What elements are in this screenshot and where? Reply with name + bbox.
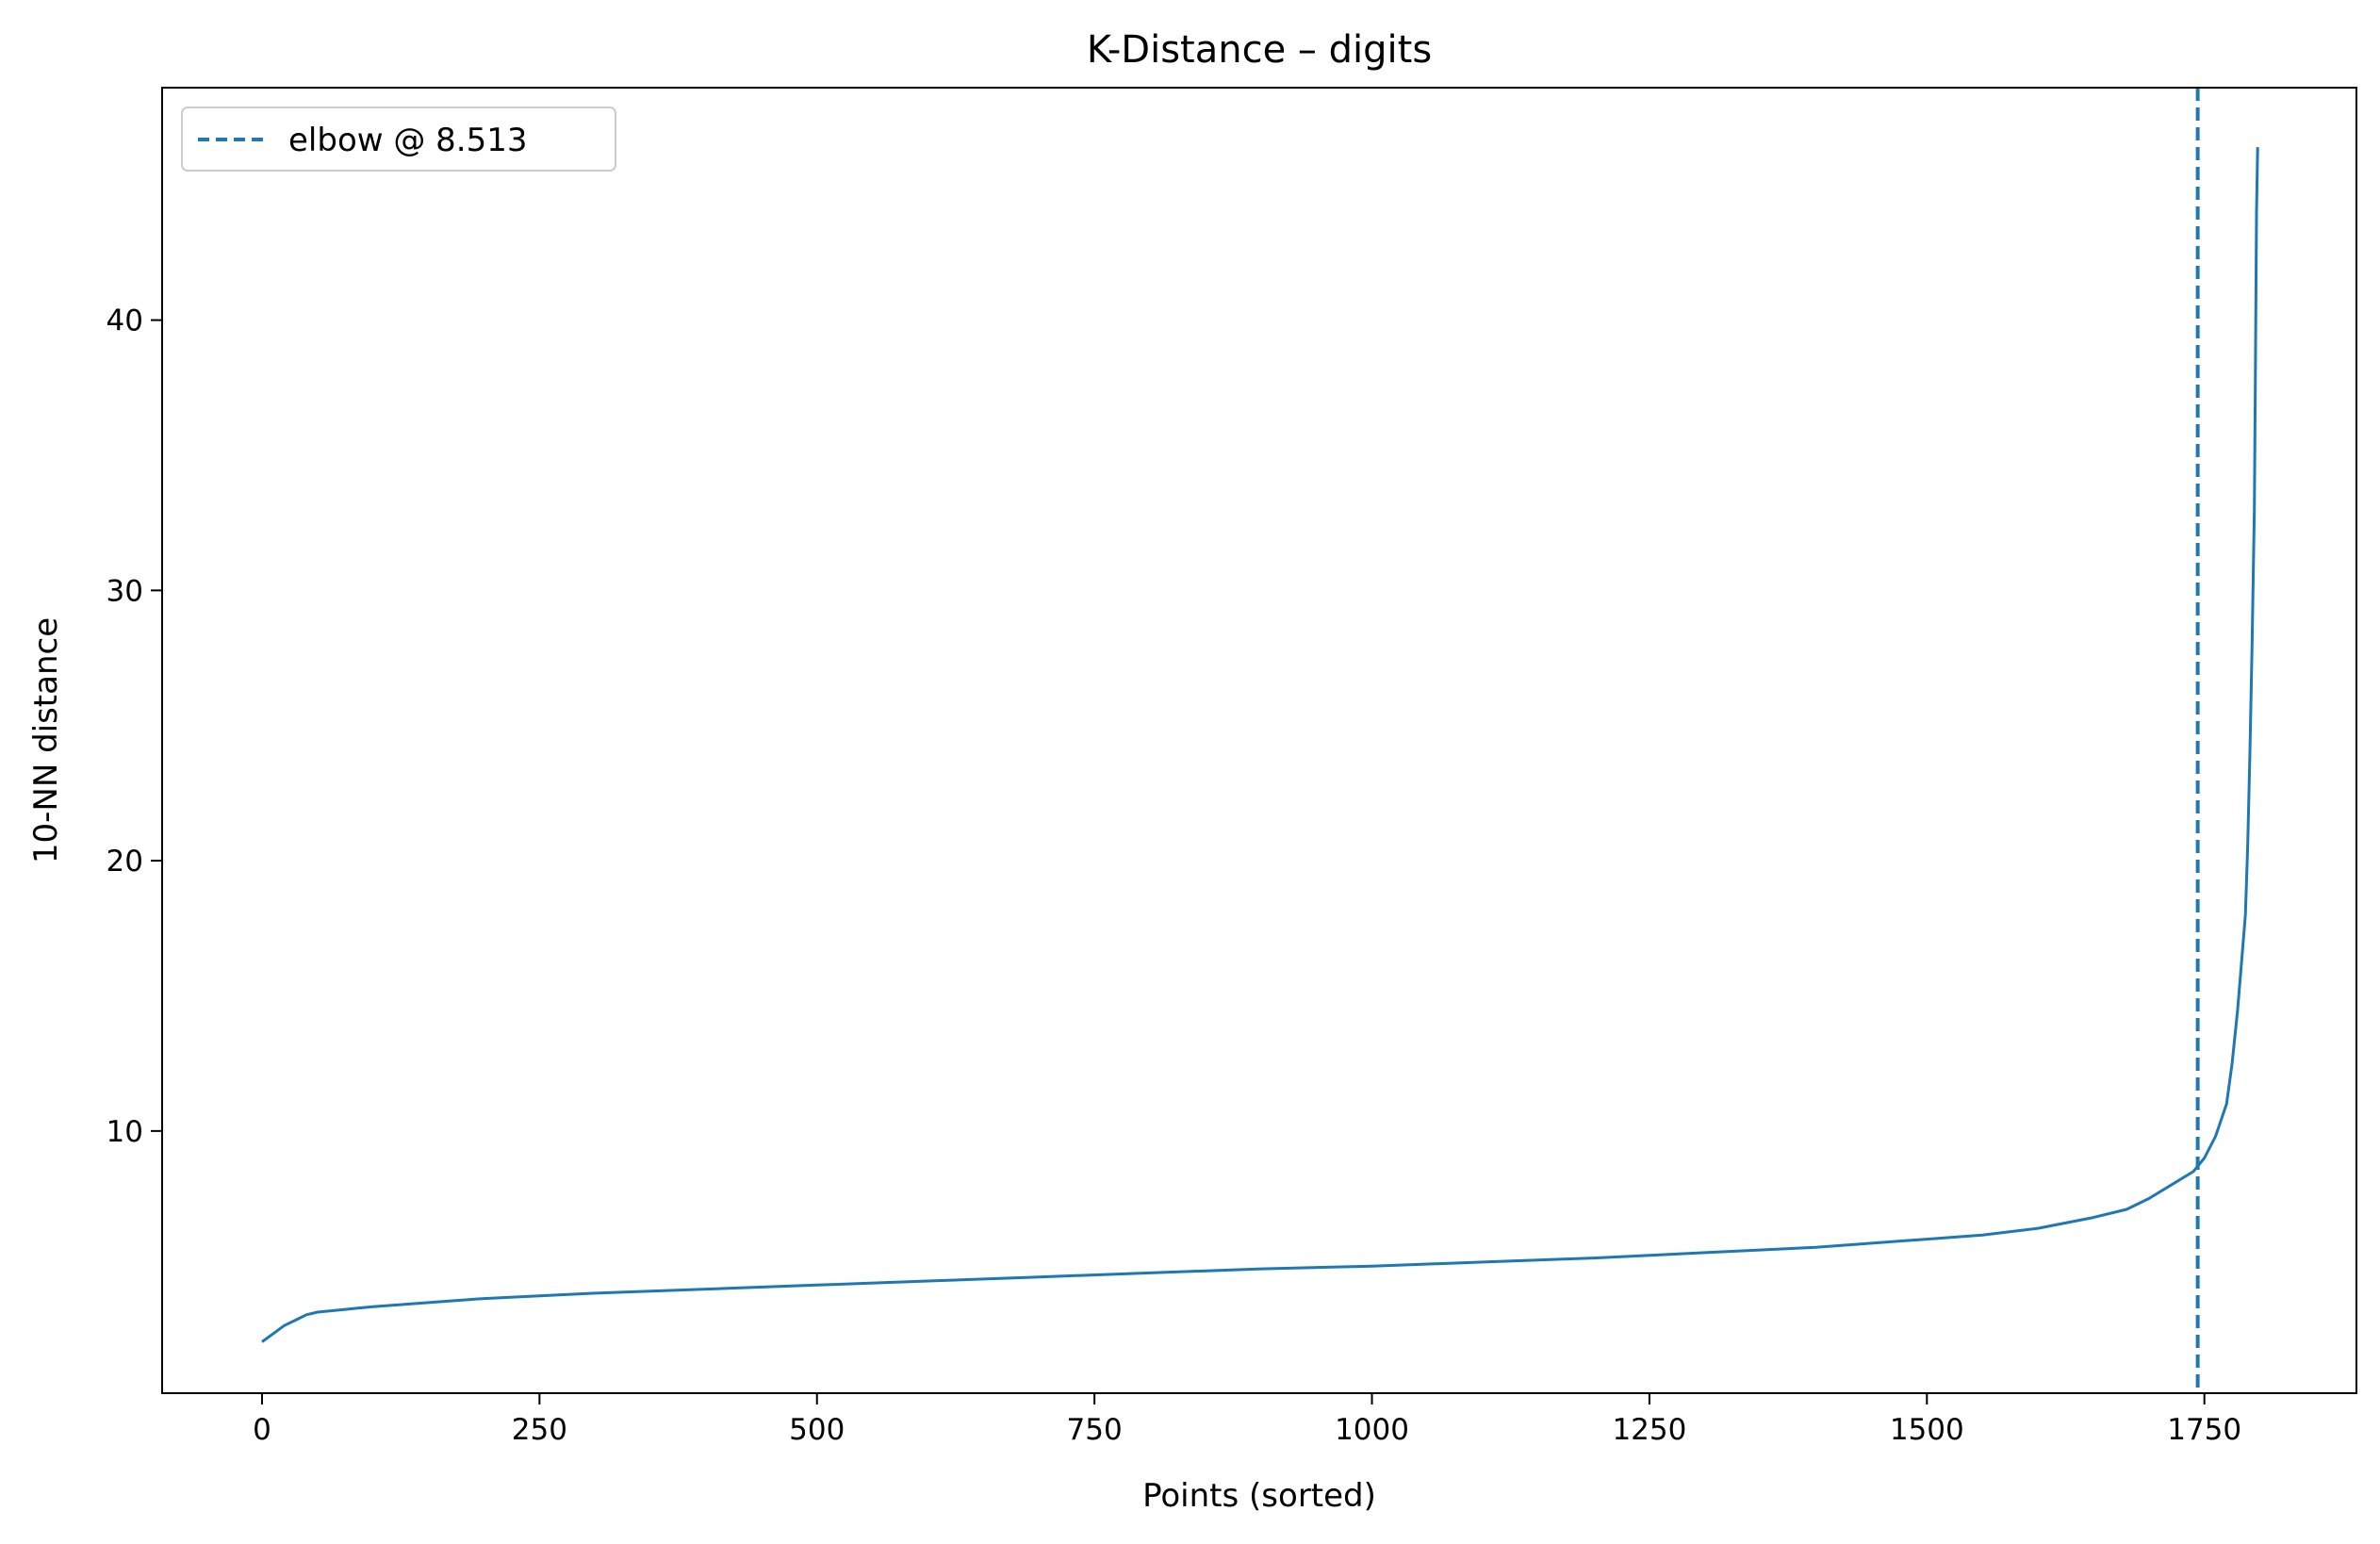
legend-label: elbow @ 8.513 bbox=[288, 122, 528, 159]
x-tick-label: 1000 bbox=[1335, 1413, 1409, 1447]
k-distance-line bbox=[261, 147, 2259, 1343]
y-axis: 10 20 30 40 bbox=[107, 304, 162, 1149]
x-tick-label: 500 bbox=[789, 1413, 845, 1447]
legend: elbow @ 8.513 bbox=[181, 107, 616, 172]
x-tick-label: 750 bbox=[1067, 1413, 1123, 1447]
y-tick-label: 20 bbox=[107, 845, 143, 879]
plot-frame bbox=[161, 87, 2357, 1394]
y-tick-label: 30 bbox=[107, 574, 143, 608]
legend-box bbox=[181, 107, 616, 172]
x-axis-title: Points (sorted) bbox=[1142, 1477, 1376, 1515]
y-tick-label: 40 bbox=[107, 304, 143, 338]
series-layer bbox=[261, 88, 2259, 1393]
x-axis: 0 250 500 750 1000 1250 1500 1750 bbox=[253, 1393, 2241, 1447]
plot-area bbox=[261, 88, 2259, 1393]
y-axis-title: 10-NN distance bbox=[27, 617, 65, 863]
y-tick-label: 10 bbox=[107, 1115, 143, 1149]
x-tick-label: 250 bbox=[512, 1413, 567, 1447]
x-tick-label: 0 bbox=[253, 1413, 271, 1447]
x-tick-label: 1750 bbox=[2167, 1413, 2241, 1447]
chart-title: K-Distance – digits bbox=[1087, 28, 1432, 72]
x-tick-label: 1500 bbox=[1890, 1413, 1964, 1447]
x-tick-label: 1250 bbox=[1612, 1413, 1686, 1447]
